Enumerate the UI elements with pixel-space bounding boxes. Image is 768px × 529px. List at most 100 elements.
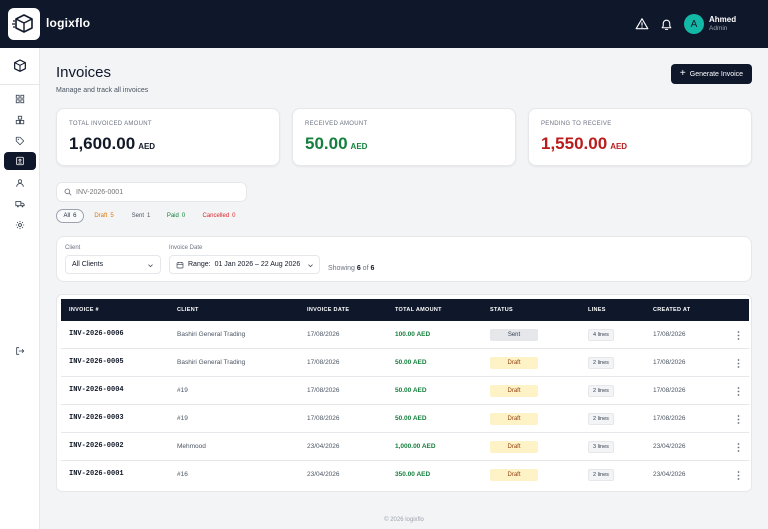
- table-row[interactable]: INV-2026-0006 Bashiri General Trading 17…: [61, 321, 749, 349]
- invoice-number[interactable]: INV-2026-0002: [69, 442, 124, 450]
- chip-cancelled[interactable]: Cancelled 0: [198, 209, 240, 223]
- page-subtitle: Manage and track all invoices: [56, 87, 149, 94]
- sidebar-item-invoices[interactable]: [4, 152, 36, 170]
- row-menu-button[interactable]: [733, 385, 743, 397]
- status-badge: Draft: [490, 469, 538, 481]
- search-box: [56, 182, 247, 202]
- row-menu-button[interactable]: [733, 441, 743, 453]
- invoice-number[interactable]: INV-2026-0001: [69, 470, 124, 478]
- col-client[interactable]: CLIENT: [177, 307, 199, 313]
- client-name: Bashiri General Trading: [177, 331, 246, 338]
- date-range-picker[interactable]: Range: 01 Jan 2026 – 22 Aug 2026: [169, 255, 320, 274]
- client-name: Mehmood: [177, 443, 206, 450]
- total-amount: 350.00 AED: [395, 471, 431, 478]
- chip-count: 0: [181, 213, 186, 219]
- col-invoice[interactable]: INVOICE #: [69, 307, 99, 313]
- chip-all[interactable]: All 6: [56, 209, 84, 223]
- chip-label: All: [63, 213, 71, 219]
- showing-count: Showing 6 of 6: [328, 265, 374, 272]
- chip-paid[interactable]: Paid 0: [162, 209, 190, 223]
- user-name: Ahmed: [709, 15, 737, 24]
- total-amount: 100.00 AED: [395, 331, 431, 338]
- sidebar-item-pricing[interactable]: [4, 132, 36, 150]
- created-at: 17/08/2026: [653, 387, 686, 394]
- client-select-value: All Clients: [72, 261, 104, 268]
- lines-badge: 2 lines: [588, 413, 614, 425]
- chip-count: 0: [232, 213, 236, 219]
- card-amount: 1,550.00: [541, 134, 608, 153]
- box-logo-icon[interactable]: [12, 58, 28, 74]
- total-amount: 50.00 AED: [395, 387, 427, 394]
- showing-total: 6: [370, 265, 375, 272]
- row-menu-button[interactable]: [733, 413, 743, 425]
- tag-icon: [15, 136, 25, 146]
- truck-icon: [15, 201, 25, 208]
- sidebar-item-shipments[interactable]: [4, 195, 36, 213]
- card-amount: 50.00: [305, 134, 348, 153]
- bell-icon[interactable]: [658, 16, 674, 32]
- col-status[interactable]: STATUS: [490, 307, 513, 313]
- card-amount: 1,600.00: [69, 134, 136, 153]
- sidebar-item-users[interactable]: [4, 174, 36, 192]
- chevron-down-icon: [308, 264, 313, 268]
- card-currency: AED: [610, 142, 628, 151]
- chevron-down-icon: [148, 264, 153, 268]
- chip-count: 5: [110, 213, 114, 219]
- invoice-number[interactable]: INV-2026-0004: [69, 386, 124, 394]
- row-menu-button[interactable]: [733, 357, 743, 369]
- card-currency: AED: [350, 142, 368, 151]
- client-name: Bashiri General Trading: [177, 359, 246, 366]
- brand-name: logixflo: [46, 16, 91, 30]
- invoice-number[interactable]: INV-2026-0006: [69, 330, 124, 338]
- table-row[interactable]: INV-2026-0004 #19 17/08/2026 50.00 AED D…: [61, 377, 749, 405]
- generate-invoice-button[interactable]: + Generate Invoice: [671, 64, 752, 84]
- table-row[interactable]: INV-2026-0003 #19 17/08/2026 50.00 AED D…: [61, 405, 749, 433]
- sidebar-item-dashboard[interactable]: [4, 90, 36, 108]
- status-badge: Draft: [490, 385, 538, 397]
- logout-button[interactable]: [4, 342, 36, 360]
- table-row[interactable]: INV-2026-0001 #16 23/04/2026 350.00 AED …: [61, 461, 749, 489]
- row-menu-button[interactable]: [733, 329, 743, 341]
- invoice-number[interactable]: INV-2026-0005: [69, 358, 124, 366]
- chip-sent[interactable]: Sent 1: [126, 209, 156, 223]
- total-amount: 1,000.00 AED: [395, 443, 436, 450]
- col-total-amount[interactable]: TOTAL AMOUNT: [395, 307, 442, 313]
- card-label: PENDING TO RECEIVE: [541, 121, 612, 127]
- avatar[interactable]: A: [684, 14, 704, 34]
- box-logo-icon: [12, 14, 33, 33]
- invoices-table: INVOICE # CLIENT INVOICE DATE TOTAL AMOU…: [56, 294, 752, 492]
- chip-count: 1: [147, 213, 151, 219]
- lines-badge: 2 lines: [588, 385, 614, 397]
- filter-panel: Client All Clients Invoice Date Range: 0…: [56, 236, 752, 282]
- status-badge: Draft: [490, 357, 538, 369]
- lines-badge: 2 lines: [588, 469, 614, 481]
- kebab-icon: [737, 470, 739, 480]
- table-row[interactable]: INV-2026-0005 Bashiri General Trading 17…: [61, 349, 749, 377]
- sidebar-item-settings[interactable]: [4, 216, 36, 234]
- client-select[interactable]: All Clients: [65, 255, 161, 274]
- page-title: Invoices: [56, 64, 112, 81]
- invoice-date: 23/04/2026: [307, 471, 340, 478]
- col-created-at[interactable]: CREATED AT: [653, 307, 691, 313]
- kebab-icon: [737, 442, 739, 452]
- plus-icon: +: [679, 68, 686, 79]
- col-invoice-date[interactable]: INVOICE DATE: [307, 307, 350, 313]
- created-at: 17/08/2026: [653, 359, 686, 366]
- lines-badge: 4 lines: [588, 329, 614, 341]
- chip-label: Draft: [94, 213, 108, 219]
- warning-icon[interactable]: [634, 16, 650, 32]
- table-row[interactable]: INV-2026-0002 Mehmood 23/04/2026 1,000.0…: [61, 433, 749, 461]
- sidebar-item-inventory[interactable]: [4, 111, 36, 129]
- invoice-date: 23/04/2026: [307, 443, 340, 450]
- kebab-icon: [737, 330, 739, 340]
- invoice-number[interactable]: INV-2026-0003: [69, 414, 124, 422]
- search-input[interactable]: [76, 188, 236, 196]
- invoice-date: 17/08/2026: [307, 415, 340, 422]
- row-menu-button[interactable]: [733, 469, 743, 481]
- sidebar: [0, 48, 40, 529]
- status-badge: Draft: [490, 413, 538, 425]
- app-logo[interactable]: [8, 8, 40, 40]
- chip-draft[interactable]: Draft 5: [88, 209, 120, 223]
- col-lines[interactable]: LINES: [588, 307, 606, 313]
- logout-icon: [16, 347, 25, 355]
